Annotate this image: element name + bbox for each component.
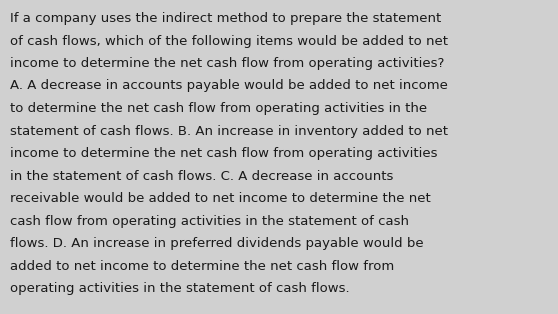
Text: of cash flows, which of the following items would be added to net: of cash flows, which of the following it… xyxy=(10,35,448,47)
Text: in the statement of cash flows. C. A decrease in accounts: in the statement of cash flows. C. A dec… xyxy=(10,170,393,182)
Text: income to determine the net cash flow from operating activities: income to determine the net cash flow fr… xyxy=(10,147,437,160)
Text: to determine the net cash flow from operating activities in the: to determine the net cash flow from oper… xyxy=(10,102,427,115)
Text: statement of cash flows. B. An increase in inventory added to net: statement of cash flows. B. An increase … xyxy=(10,124,448,138)
Text: A. A decrease in accounts payable would be added to net income: A. A decrease in accounts payable would … xyxy=(10,79,448,93)
Text: cash flow from operating activities in the statement of cash: cash flow from operating activities in t… xyxy=(10,214,409,228)
Text: income to determine the net cash flow from operating activities?: income to determine the net cash flow fr… xyxy=(10,57,444,70)
Text: operating activities in the statement of cash flows.: operating activities in the statement of… xyxy=(10,282,350,295)
Text: added to net income to determine the net cash flow from: added to net income to determine the net… xyxy=(10,259,395,273)
Text: flows. D. An increase in preferred dividends payable would be: flows. D. An increase in preferred divid… xyxy=(10,237,424,250)
Text: If a company uses the indirect method to prepare the statement: If a company uses the indirect method to… xyxy=(10,12,441,25)
Text: receivable would be added to net income to determine the net: receivable would be added to net income … xyxy=(10,192,431,205)
